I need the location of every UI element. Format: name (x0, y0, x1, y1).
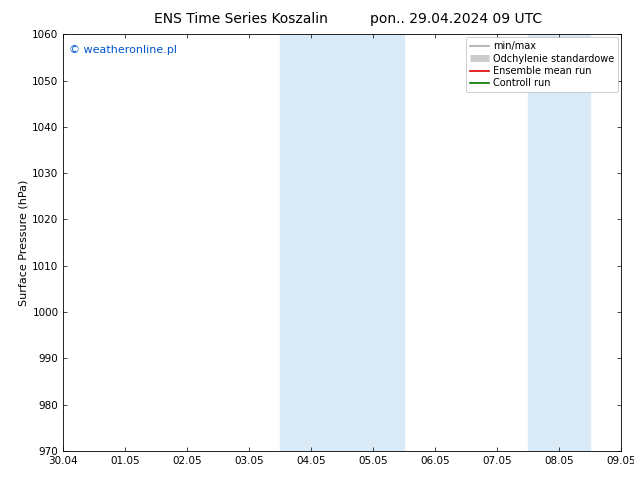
Text: pon.. 29.04.2024 09 UTC: pon.. 29.04.2024 09 UTC (370, 12, 543, 26)
Bar (280, 34, 342, 451)
Bar (559, 34, 590, 451)
Text: ENS Time Series Koszalin: ENS Time Series Koszalin (154, 12, 328, 26)
Bar (342, 34, 404, 451)
Y-axis label: Surface Pressure (hPa): Surface Pressure (hPa) (18, 179, 28, 306)
Legend: min/max, Odchylenie standardowe, Ensemble mean run, Controll run: min/max, Odchylenie standardowe, Ensembl… (466, 37, 618, 92)
Text: © weatheronline.pl: © weatheronline.pl (69, 45, 177, 55)
Bar (528, 34, 559, 451)
